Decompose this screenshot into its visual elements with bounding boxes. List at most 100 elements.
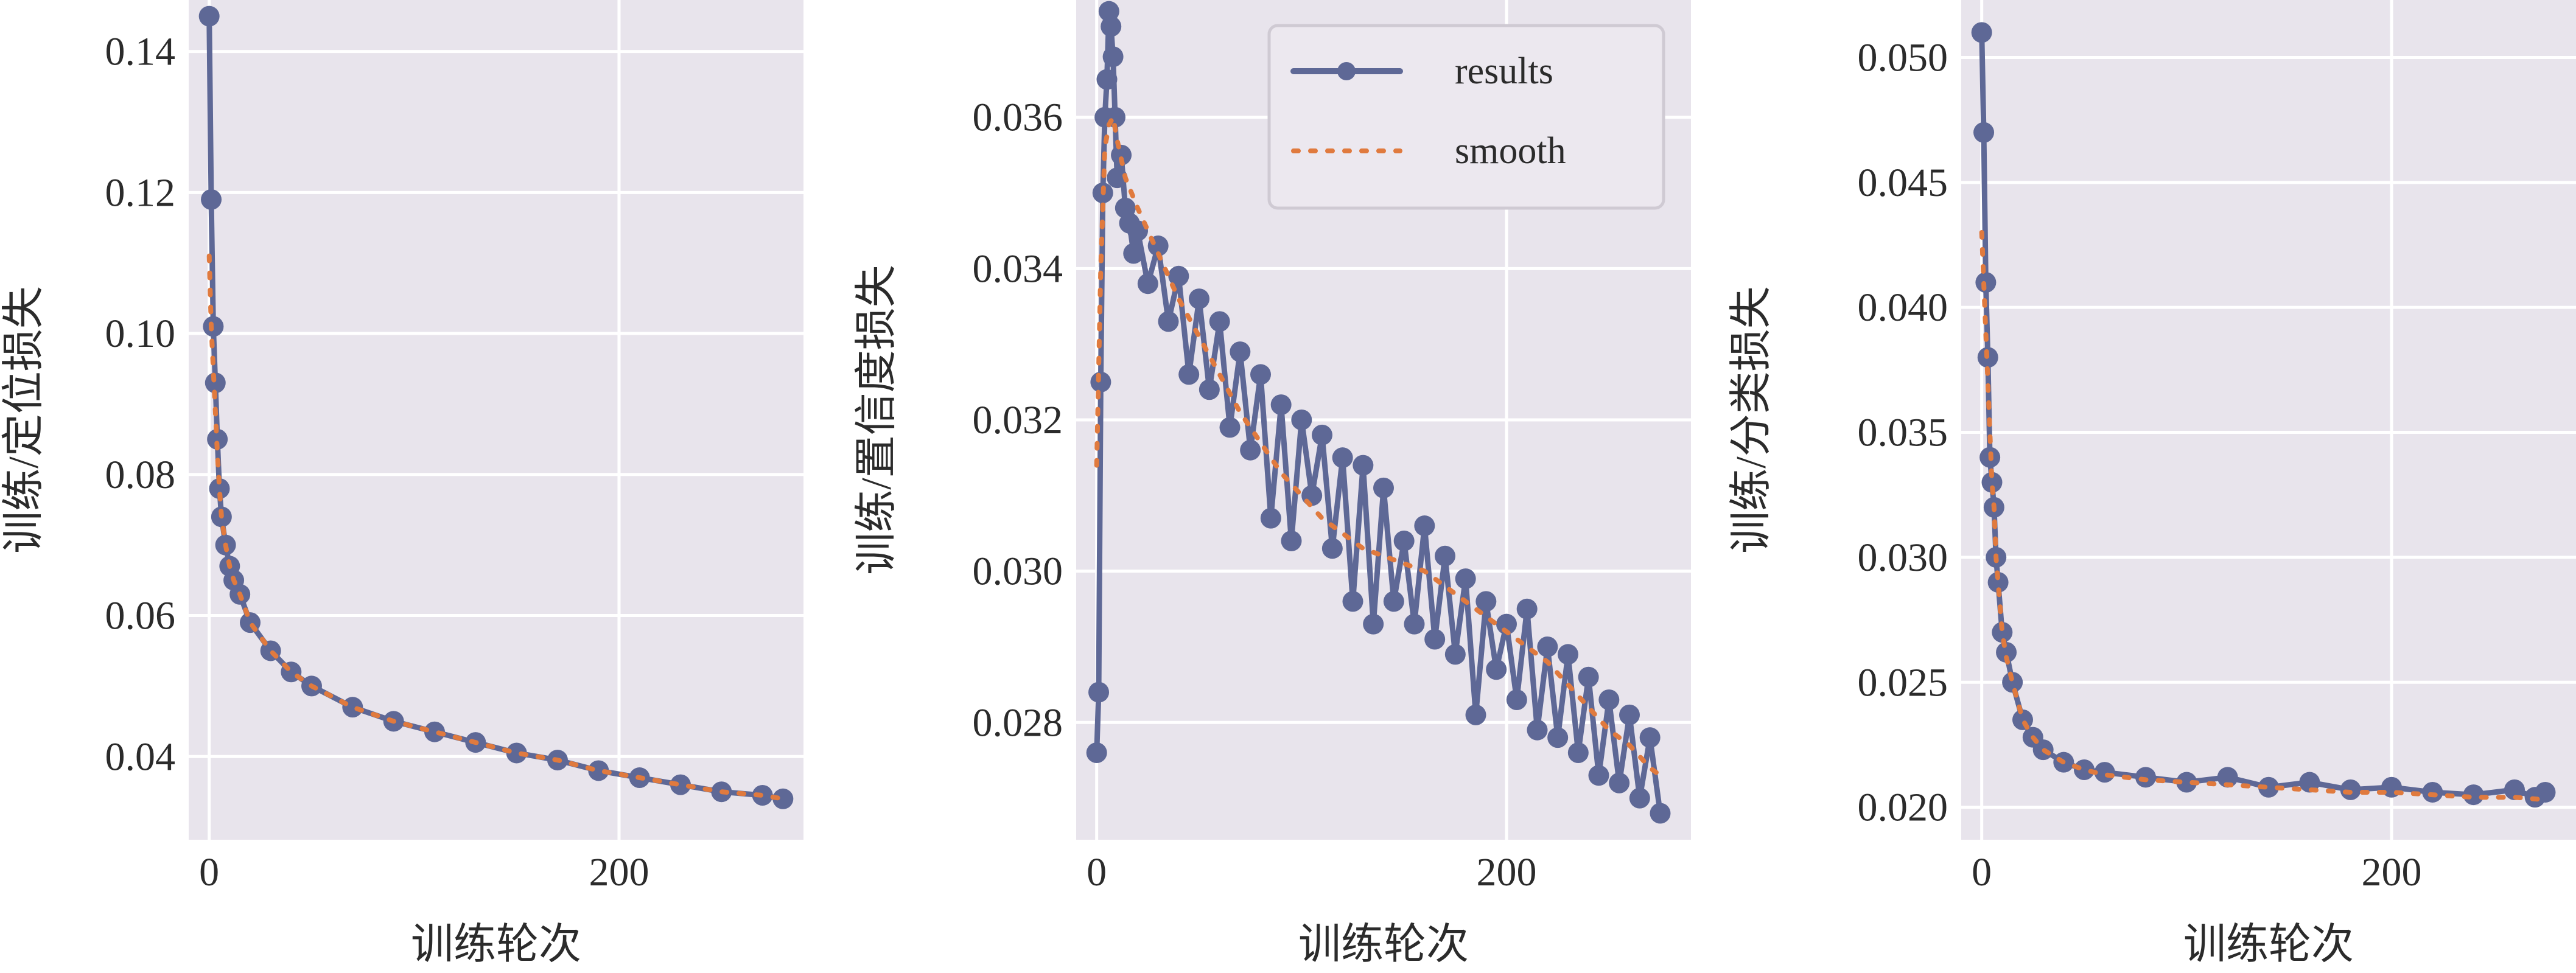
series-results-point <box>772 788 794 809</box>
series-results-point <box>1098 1 1119 22</box>
series-results-point <box>1373 477 1394 498</box>
series-results-point <box>198 5 220 27</box>
series-results-point <box>424 721 445 742</box>
plot-area <box>1961 0 2576 840</box>
series-results-point <box>1111 144 1132 166</box>
series-results-point <box>1475 591 1497 612</box>
series-results-point <box>1363 613 1384 635</box>
series-results-point <box>1088 682 1110 703</box>
y-tick-label: 0.032 <box>973 398 1063 442</box>
series-results-point <box>1588 765 1609 786</box>
series-results-point <box>1973 122 1995 143</box>
y-tick-label: 0.025 <box>1858 660 1948 705</box>
y-tick-label: 0.030 <box>1858 535 1948 580</box>
series-results-point <box>1096 69 1118 90</box>
y-tick-label: 0.045 <box>1858 161 1948 205</box>
legend: results smooth <box>1267 24 1665 210</box>
legend-results-label: results <box>1455 51 1553 92</box>
series-results-point <box>1250 364 1271 385</box>
series-results-point <box>1158 311 1179 332</box>
series-results-point <box>1219 417 1241 438</box>
series-results-point <box>1209 311 1230 332</box>
series-results-point <box>2299 772 2320 793</box>
series-results-point <box>1444 644 1466 665</box>
x-axis-label: 训练轮次 <box>1298 921 1469 968</box>
x-axis-label: 训练轮次 <box>2183 921 2354 968</box>
x-tick-label: 0 <box>1972 850 1992 895</box>
series-results-point <box>2135 767 2156 788</box>
series-smooth-line <box>206 253 786 801</box>
series-layer <box>1971 22 2556 808</box>
series-results-point <box>1090 371 1111 392</box>
y-tick-label: 0.050 <box>1858 35 1948 80</box>
series-results-point <box>1240 439 1261 461</box>
y-tick-label: 0.028 <box>973 700 1063 745</box>
series-results-point <box>2340 779 2361 800</box>
series-results-point <box>1547 727 1569 748</box>
y-tick-labels: 0.028 0.030 0.032 0.034 0.036 <box>973 96 1063 745</box>
series-results-point <box>1465 704 1486 725</box>
series-smooth-line <box>1979 230 2548 803</box>
series-results-point <box>1321 538 1343 559</box>
series-results-point <box>588 760 609 781</box>
series-results-point <box>1107 167 1128 189</box>
series-results-point <box>2463 784 2484 806</box>
series-results-point <box>1639 727 1661 748</box>
series-smooth-line <box>1094 110 1663 778</box>
series-results-point <box>1260 507 1281 529</box>
series-results-point <box>1178 364 1200 385</box>
y-tick-label: 0.034 <box>973 246 1063 291</box>
x-tick-labels: 0 200 <box>1087 850 1536 895</box>
series-results-point <box>1281 530 1302 551</box>
series-results-point <box>2217 767 2238 788</box>
y-tick-label: 0.08 <box>105 453 176 497</box>
y-axis-label: 训练/分类损失 <box>1728 286 1775 553</box>
y-tick-label: 0.04 <box>105 734 176 779</box>
series-results-point <box>1981 472 2003 493</box>
series-results-point <box>1127 220 1148 242</box>
x-tick-label: 200 <box>2362 850 2422 895</box>
series-results-point <box>1650 803 1671 824</box>
series-results-point <box>1301 485 1323 506</box>
series-results-point <box>1230 341 1251 363</box>
series-results-point <box>1578 666 1599 688</box>
series-results-point <box>1516 598 1538 619</box>
y-axis-label: 训练/定位损失 <box>1 286 47 553</box>
y-tick-label: 0.10 <box>105 312 176 356</box>
series-results-point <box>2422 781 2443 803</box>
y-tick-label: 0.12 <box>105 170 176 215</box>
legend-smooth-label: smooth <box>1455 130 1566 172</box>
y-tick-label: 0.030 <box>973 549 1063 594</box>
series-results-point <box>1414 515 1435 537</box>
series-results-point <box>1996 641 2017 663</box>
legend-results-marker <box>1337 62 1356 80</box>
series-results-point <box>1506 689 1527 710</box>
plot-area <box>189 0 803 840</box>
chart-panel-classification-loss: 0.020 0.025 0.030 0.035 0.040 0.045 0.050 0 200… <box>1728 0 2576 968</box>
series-results-point <box>1189 288 1209 310</box>
series-results-point <box>1598 689 1620 710</box>
y-tick-labels: 0.020 0.025 0.030 0.035 0.040 0.045 0.050 <box>1858 35 1948 829</box>
series-results-point <box>209 478 230 499</box>
series-results-point <box>1101 16 1122 37</box>
series-results-point <box>1168 265 1189 287</box>
series-results-point <box>1609 772 1630 793</box>
y-tick-label: 0.040 <box>1858 285 1948 330</box>
series-layer <box>198 5 794 809</box>
series-results-point <box>2504 779 2525 800</box>
series-results-point <box>1567 742 1589 764</box>
series-results-point <box>2535 781 2556 803</box>
x-axis-label: 训练轮次 <box>411 921 581 968</box>
series-results-point <box>1971 22 1992 43</box>
series-results-point <box>506 742 527 764</box>
series-results-point <box>1123 243 1144 264</box>
chart-panel-confidence-loss: 0.028 0.030 0.032 0.034 0.036 0 200 训练轮次 训练/置… <box>853 0 1691 968</box>
series-results-point <box>1558 644 1578 665</box>
series-results-point <box>1270 394 1292 416</box>
series-layer <box>1086 1 1671 824</box>
x-tick-labels: 0 200 <box>1972 850 2421 895</box>
series-results-point <box>1455 568 1476 590</box>
series-results-point <box>1496 613 1517 635</box>
series-results-point <box>1393 530 1415 551</box>
